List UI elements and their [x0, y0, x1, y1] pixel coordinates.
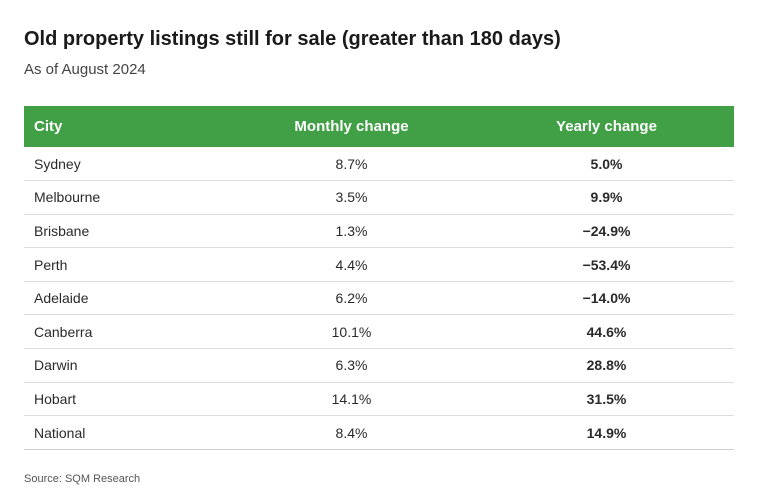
city-cell: Brisbane	[24, 214, 224, 249]
table-row: National 8.4% 14.9%	[24, 416, 734, 450]
yearly-change-cell: 5.0%	[479, 147, 734, 182]
table-row: Melbourne 3.5% 9.9%	[24, 180, 734, 215]
yearly-change-cell: 28.8%	[479, 348, 734, 383]
monthly-change-cell: 4.4%	[224, 247, 479, 282]
column-header-city: City	[34, 118, 63, 135]
table-row: Adelaide 6.2% −14.0%	[24, 281, 734, 316]
city-cell: Hobart	[24, 382, 224, 417]
monthly-change-cell: 6.2%	[224, 281, 479, 316]
chart-title: Old property listings still for sale (gr…	[24, 28, 561, 50]
city-cell: Perth	[24, 247, 224, 282]
table-row: Perth 4.4% −53.4%	[24, 247, 734, 282]
table-body: Sydney 8.7% 5.0% Melbourne 3.5% 9.9% Brisbane 1…	[24, 147, 734, 450]
data-table: City Monthly change Yearly change Sydney…	[24, 106, 734, 450]
table-row: Canberra 10.1% 44.6%	[24, 314, 734, 350]
yearly-change-cell: −24.9%	[479, 214, 734, 249]
city-cell: Melbourne	[24, 180, 224, 215]
table-header-row: City Monthly change Yearly change	[24, 106, 734, 147]
table-row: Darwin 6.3% 28.8%	[24, 348, 734, 383]
monthly-change-cell: 1.3%	[224, 214, 479, 249]
table-row: Sydney 8.7% 5.0%	[24, 147, 734, 182]
city-cell: Adelaide	[24, 281, 224, 316]
monthly-change-cell: 8.4%	[335, 424, 368, 441]
city-cell: National	[34, 424, 86, 441]
table-row: Hobart 14.1% 31.5%	[24, 382, 734, 417]
monthly-change-cell: 3.5%	[224, 180, 479, 215]
city-cell: Canberra	[24, 314, 224, 350]
monthly-change-cell: 8.7%	[224, 147, 479, 182]
column-header-yearly-change: Yearly change	[556, 118, 657, 135]
yearly-change-cell: −14.0%	[479, 281, 734, 316]
yearly-change-cell: 14.9%	[586, 424, 627, 441]
yearly-change-cell: 44.6%	[479, 314, 734, 350]
city-cell: Sydney	[24, 147, 224, 182]
chart-subtitle: As of August 2024	[24, 61, 146, 78]
monthly-change-cell: 14.1%	[224, 382, 479, 417]
monthly-change-cell: 10.1%	[224, 314, 479, 350]
monthly-change-cell: 6.3%	[224, 348, 479, 383]
city-cell: Darwin	[24, 348, 224, 383]
source-note: Source: SQM Research	[24, 473, 141, 485]
column-header-monthly-change: Monthly change	[294, 118, 409, 135]
yearly-change-cell: 9.9%	[479, 180, 734, 215]
table-row: Brisbane 1.3% −24.9%	[24, 214, 734, 249]
yearly-change-cell: −53.4%	[479, 247, 734, 282]
yearly-change-cell: 31.5%	[479, 382, 734, 417]
